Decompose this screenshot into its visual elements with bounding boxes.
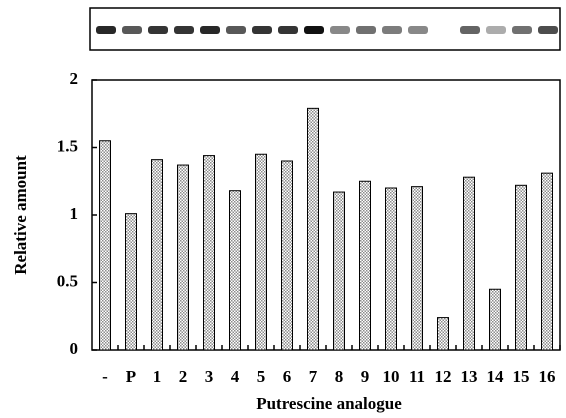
bar — [100, 141, 111, 350]
x-axis-label: Putrescine analogue — [256, 394, 402, 413]
chart: Putrescine analogue Relative amount 0 0.5… — [0, 0, 566, 418]
blot-band — [278, 26, 298, 34]
bar — [464, 177, 475, 350]
y-tick-label: 1.5 — [57, 136, 78, 155]
y-axis-label: Relative amount — [11, 155, 30, 275]
x-tick-label: 12 — [435, 367, 452, 386]
x-tick-label: 8 — [335, 367, 344, 386]
bar — [360, 181, 371, 350]
x-tick-label: 3 — [205, 367, 214, 386]
bar — [308, 108, 319, 350]
blot-band — [408, 26, 428, 34]
x-tick-label: 10 — [383, 367, 400, 386]
blot-band — [200, 26, 220, 34]
bar — [386, 188, 397, 350]
x-tick-label: 6 — [283, 367, 292, 386]
bar — [412, 187, 423, 350]
bar — [126, 214, 137, 350]
bar — [256, 154, 267, 350]
bar — [152, 160, 163, 350]
x-tick-label: 13 — [461, 367, 478, 386]
blot-band — [512, 26, 532, 34]
western-blot — [90, 8, 560, 50]
blot-band — [460, 26, 480, 34]
x-tick-label: 1 — [153, 367, 162, 386]
blot-band — [96, 26, 116, 34]
bar — [438, 318, 449, 350]
blot-band — [226, 26, 246, 34]
bar — [490, 289, 501, 350]
x-tick-label: 4 — [231, 367, 240, 386]
x-tick-label: 9 — [361, 367, 370, 386]
x-tick-label: 5 — [257, 367, 266, 386]
blot-band — [304, 26, 324, 34]
y-tick-label: 2 — [70, 69, 79, 88]
bar — [516, 185, 527, 350]
blot-band — [486, 26, 506, 34]
blot-band — [174, 26, 194, 34]
x-tick-label: 7 — [309, 367, 318, 386]
bar — [230, 191, 241, 350]
y-tick-label: 0 — [70, 339, 79, 358]
bar — [178, 165, 189, 350]
blot-band — [122, 26, 142, 34]
blot-band — [148, 26, 168, 34]
x-tick-label: 15 — [513, 367, 530, 386]
blot-band — [330, 26, 350, 34]
x-tick-label: - — [102, 367, 108, 386]
x-tick-label: 14 — [487, 367, 505, 386]
bar — [282, 161, 293, 350]
blot-band — [538, 26, 558, 34]
y-tick-label: 0.5 — [57, 271, 78, 290]
x-tick-label: 16 — [539, 367, 556, 386]
blot-band — [356, 26, 376, 34]
x-tick-label: 11 — [409, 367, 425, 386]
bar — [334, 192, 345, 350]
bar — [204, 156, 215, 350]
x-tick-label: 2 — [179, 367, 188, 386]
x-tick-label: P — [126, 367, 136, 386]
blot-band — [382, 26, 402, 34]
y-tick-label: 1 — [70, 204, 79, 223]
blot-band — [252, 26, 272, 34]
bar — [542, 173, 553, 350]
